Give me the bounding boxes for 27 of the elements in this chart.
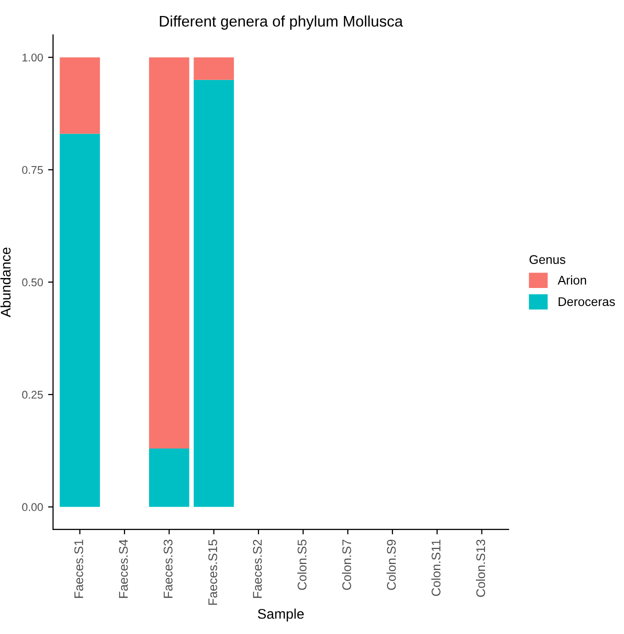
x-axis-title: Sample (258, 608, 304, 622)
x-tick-label: Colon.S11 (431, 540, 440, 596)
y-tick-label: 1.00 (22, 54, 43, 62)
bar (60, 57, 100, 134)
bar (149, 448, 190, 507)
legend-title: Genus (530, 255, 566, 264)
chart-title: Different genera of phylum Mollusca (160, 15, 403, 30)
x-tick-label: Faeces.S1 (74, 540, 84, 598)
bar (194, 80, 234, 507)
x-tick-label: Faeces.S15 (208, 540, 218, 605)
y-tick-label: 0.50 (22, 278, 43, 286)
y-tick-label: 0.00 (22, 503, 43, 512)
x-tick-label: Colon.S13 (476, 540, 486, 597)
legend-label: Deroceras (558, 297, 615, 306)
x-tick-label: Faeces.S3 (164, 540, 173, 598)
x-tick-label: Faeces.S4 (119, 539, 128, 598)
legend-label: Arion (558, 275, 586, 285)
y-axis-title: Abundance (0, 248, 11, 318)
y-tick-label: 0.75 (22, 166, 43, 174)
y-tick-label: 0.25 (22, 390, 43, 399)
bar (60, 134, 100, 507)
x-tick-label: Colon.S5 (297, 540, 306, 590)
x-tick-label: Faeces.S2 (252, 540, 262, 598)
x-tick-label: Colon.S9 (386, 540, 396, 590)
bar (194, 57, 234, 80)
bar (149, 57, 190, 448)
x-tick-label: Colon.S7 (342, 540, 352, 590)
